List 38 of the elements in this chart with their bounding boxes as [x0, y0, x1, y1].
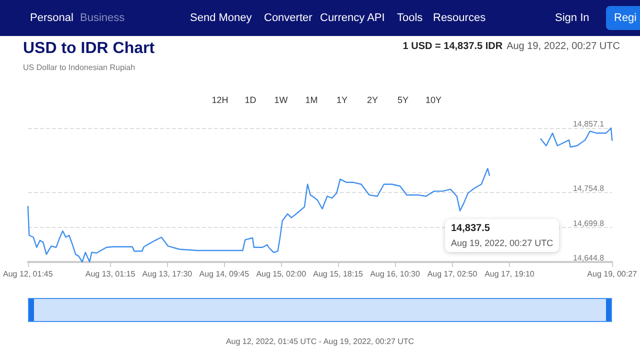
text: Regi — [606, 6, 640, 30]
x-tick-label: Aug 13, 01:15 — [85, 270, 136, 278]
text: 5Y — [397, 95, 409, 105]
text: Aug 12, 2022, 01:45 UTC - Aug 19, 2022, 00:27 UTC — [224, 337, 416, 346]
x-tick-label: Aug 17, 19:10 — [484, 270, 535, 278]
y-tick-label: 14,857.1 — [572, 120, 605, 128]
text: 12H — [212, 95, 228, 105]
text: Business — [80, 12, 125, 24]
text: 10Y — [425, 95, 442, 105]
text: 1D — [244, 95, 256, 105]
y-tick-label: 14,754.8 — [572, 184, 605, 194]
text: Currency API — [320, 12, 385, 24]
x-tick-label: Aug 16, 10:30 — [370, 270, 420, 278]
x-tick-label: Aug 19, 00:27 — [587, 270, 638, 278]
chart-subtitle: US Dollar to Indonesian Rupiah — [23, 63, 136, 72]
x-tick-label: Aug 15, 18:15 — [313, 270, 364, 278]
x-tick-label: Aug 14, 09:45 — [199, 270, 250, 278]
x-tick-label: Aug 12, 01:45 — [2, 270, 54, 278]
text: 1M — [305, 95, 318, 105]
x-tick-label: Aug 13, 17:30 — [142, 270, 193, 278]
chart-title: USD to IDR Chart — [23, 40, 155, 58]
text: Send Money — [190, 12, 252, 24]
text: Personal — [30, 12, 74, 24]
text: Aug 19, 2022, 00:27 UTC — [506, 41, 620, 52]
text: Sign In — [555, 12, 590, 24]
y-tick-label: 14,699.8 — [572, 218, 605, 228]
text: Resources — [433, 12, 486, 24]
text: 1 USD = 14,837.5 IDR — [402, 41, 503, 52]
text: Tools — [397, 12, 423, 24]
text: 2Y — [366, 95, 378, 105]
text: 1W — [274, 95, 288, 105]
x-tick-label: Aug 15, 02:00 — [256, 270, 307, 278]
annotation: Aug 19, 2022, 00:27 UTC — [451, 238, 554, 248]
text: 1Y — [336, 95, 348, 105]
x-tick-label: Aug 17, 02:50 — [427, 270, 478, 278]
text: Converter — [264, 12, 312, 24]
annotation: 14,837.5 — [451, 223, 491, 234]
y-tick-label: 14,644.8 — [572, 254, 605, 262]
